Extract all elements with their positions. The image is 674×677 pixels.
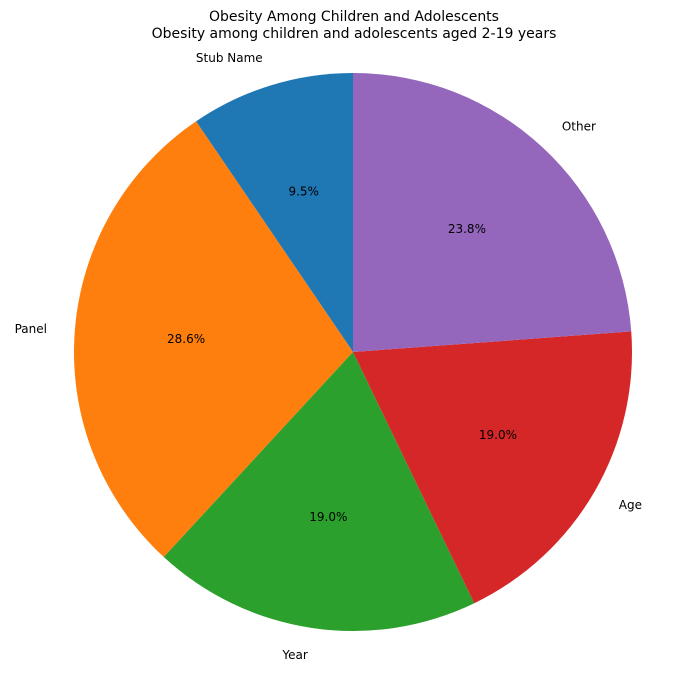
- pie-slices: [74, 73, 632, 631]
- slice-percent-year: 19.0%: [309, 510, 347, 524]
- chart-title: Obesity Among Children and Adolescents: [209, 9, 499, 25]
- pie-slice-other: [353, 73, 632, 352]
- pie-slice-stub-name: [196, 73, 353, 352]
- slice-label-age: Age: [619, 498, 642, 512]
- pie-slice-panel: [74, 121, 353, 558]
- slice-label-year: Year: [281, 648, 307, 662]
- pie-slice-year: [163, 352, 475, 631]
- pie-labels: Stub Name 9.5% Panel 28.6% Year 19.0% Age 19.0%…: [15, 51, 642, 662]
- pie-slice-age: [353, 331, 632, 604]
- slice-label-other: Other: [562, 120, 596, 134]
- slice-percent-panel: 28.6%: [167, 332, 205, 346]
- slice-percent-stub-name: 9.5%: [288, 185, 319, 199]
- slice-label-panel: Panel: [15, 322, 47, 336]
- chart-subtitle: Obesity among children and adolescents a…: [152, 26, 557, 42]
- slice-label-stub-name: Stub Name: [196, 51, 263, 65]
- slice-percent-other: 23.8%: [448, 222, 486, 236]
- slice-percent-age: 19.0%: [479, 428, 517, 442]
